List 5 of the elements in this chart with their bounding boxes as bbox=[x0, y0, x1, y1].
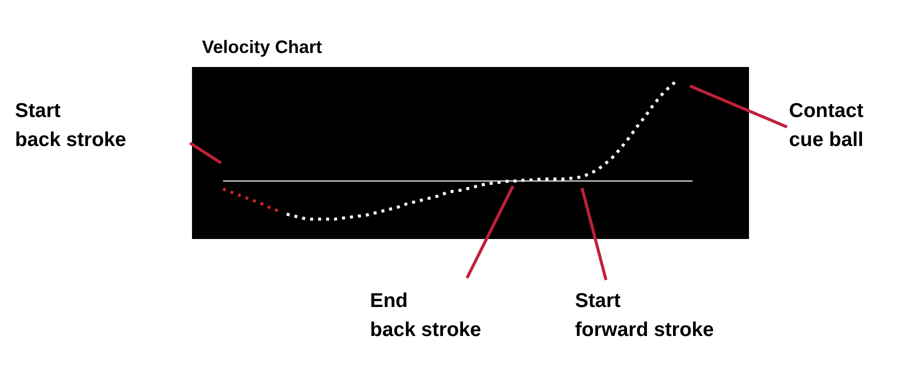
chart-title: Velocity Chart bbox=[202, 37, 322, 57]
text: Start back stroke bbox=[15, 100, 126, 151]
text: End back stroke bbox=[370, 290, 482, 341]
text: Contact cue ball bbox=[789, 100, 864, 151]
text: Start forward stroke bbox=[575, 290, 714, 341]
